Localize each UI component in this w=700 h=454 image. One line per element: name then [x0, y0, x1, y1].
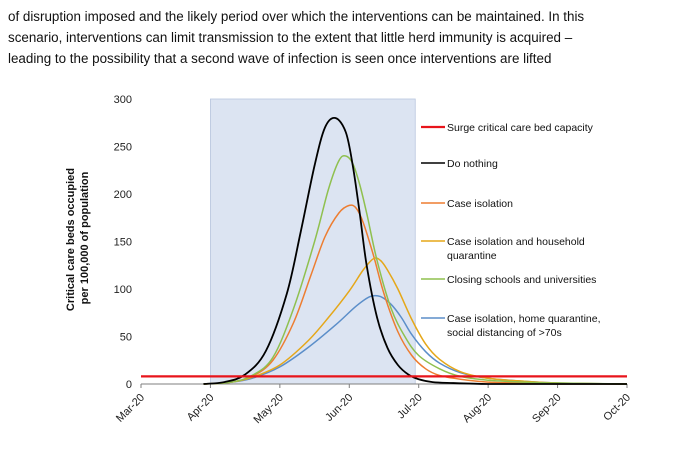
paragraph-line: scenario, interventions can limit transm… [8, 30, 573, 45]
y-axis-label-line: per 100,000 of population [79, 171, 91, 304]
legend-label-line: Case isolation and household [447, 236, 585, 248]
legend-label: Surge critical care bed capacity [447, 122, 594, 134]
series-line-2 [203, 204, 627, 385]
legend-label-line: Closing schools and universities [447, 274, 596, 286]
legend-label: Case isolation [447, 198, 513, 210]
paragraph-line: of disruption imposed and the likely per… [8, 9, 585, 24]
y-tick-label: 0 [126, 379, 132, 391]
legend-label-line: quarantine [447, 250, 497, 262]
y-tick-label: 100 [114, 284, 132, 296]
y-tick-label: 250 [114, 142, 132, 154]
series-line-3 [203, 257, 628, 385]
legend-label: Do nothing [447, 158, 498, 170]
y-tick-label: 50 [120, 332, 132, 344]
x-tick-label: Jun-20 [323, 392, 355, 424]
legend-label-line: social distancing of >70s [447, 327, 562, 339]
y-tick-label: 300 [114, 94, 132, 106]
legend-label-line: Surge critical care bed capacity [447, 122, 594, 134]
legend-label: Case isolation, home quarantine, social d… [447, 313, 601, 339]
legend-label-line: Case isolation, home quarantine, [447, 313, 601, 325]
x-tick-label: Apr-20 [185, 392, 217, 424]
legend-label: Case isolation and household quarantine [447, 236, 585, 262]
x-tick-label: May-20 [252, 392, 286, 426]
y-tick-label: 200 [114, 189, 132, 201]
paragraph-line: leading to the possibility that a second… [8, 51, 552, 66]
x-tick-label: Sep-20 [530, 392, 564, 426]
y-axis-label: Critical care beds occupied per 100,000 … [65, 165, 91, 311]
x-tick-label: Jul-20 [395, 392, 425, 422]
y-tick-label: 150 [114, 237, 132, 249]
legend-label-line: Case isolation [447, 198, 513, 210]
legend-label-line: Do nothing [447, 158, 498, 170]
series-line-4 [203, 155, 628, 385]
y-axis-label-line: Critical care beds occupied [65, 168, 77, 311]
intro-paragraph: of disruption imposed and the likely per… [8, 6, 694, 69]
x-tick-label: Oct-20 [601, 392, 633, 424]
x-tick-label: Aug-20 [461, 392, 495, 426]
legend-label: Closing schools and universities [447, 274, 596, 286]
x-tick-label: Mar-20 [114, 392, 147, 425]
series-line-1 [203, 116, 627, 385]
